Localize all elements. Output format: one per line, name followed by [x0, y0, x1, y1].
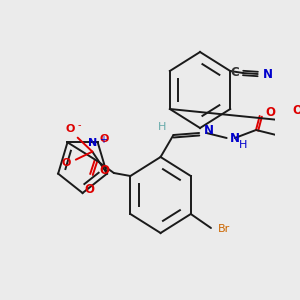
Text: +: + [99, 135, 107, 145]
Text: O: O [99, 164, 109, 178]
Text: N: N [230, 131, 240, 145]
Text: O: O [293, 104, 300, 117]
Text: O: O [100, 134, 109, 144]
Text: Br: Br [218, 224, 231, 234]
Text: N: N [263, 68, 273, 80]
Text: O: O [62, 158, 71, 168]
Text: H: H [158, 122, 166, 132]
Text: C: C [231, 67, 239, 80]
Text: -: - [78, 120, 81, 130]
Text: O: O [84, 183, 94, 196]
Text: H: H [238, 140, 247, 150]
Text: N: N [88, 138, 97, 148]
Text: O: O [265, 106, 275, 119]
Text: O: O [65, 124, 75, 134]
Text: N: N [204, 124, 214, 137]
